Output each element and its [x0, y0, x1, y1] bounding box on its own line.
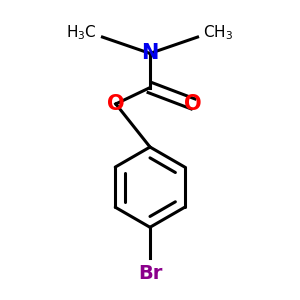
Text: N: N — [141, 44, 159, 63]
Text: O: O — [184, 94, 202, 114]
Text: $\mathregular{H_3C}$: $\mathregular{H_3C}$ — [66, 23, 97, 42]
Text: O: O — [107, 94, 124, 114]
Text: $\mathregular{CH_3}$: $\mathregular{CH_3}$ — [203, 23, 234, 42]
Text: Br: Br — [138, 264, 162, 283]
